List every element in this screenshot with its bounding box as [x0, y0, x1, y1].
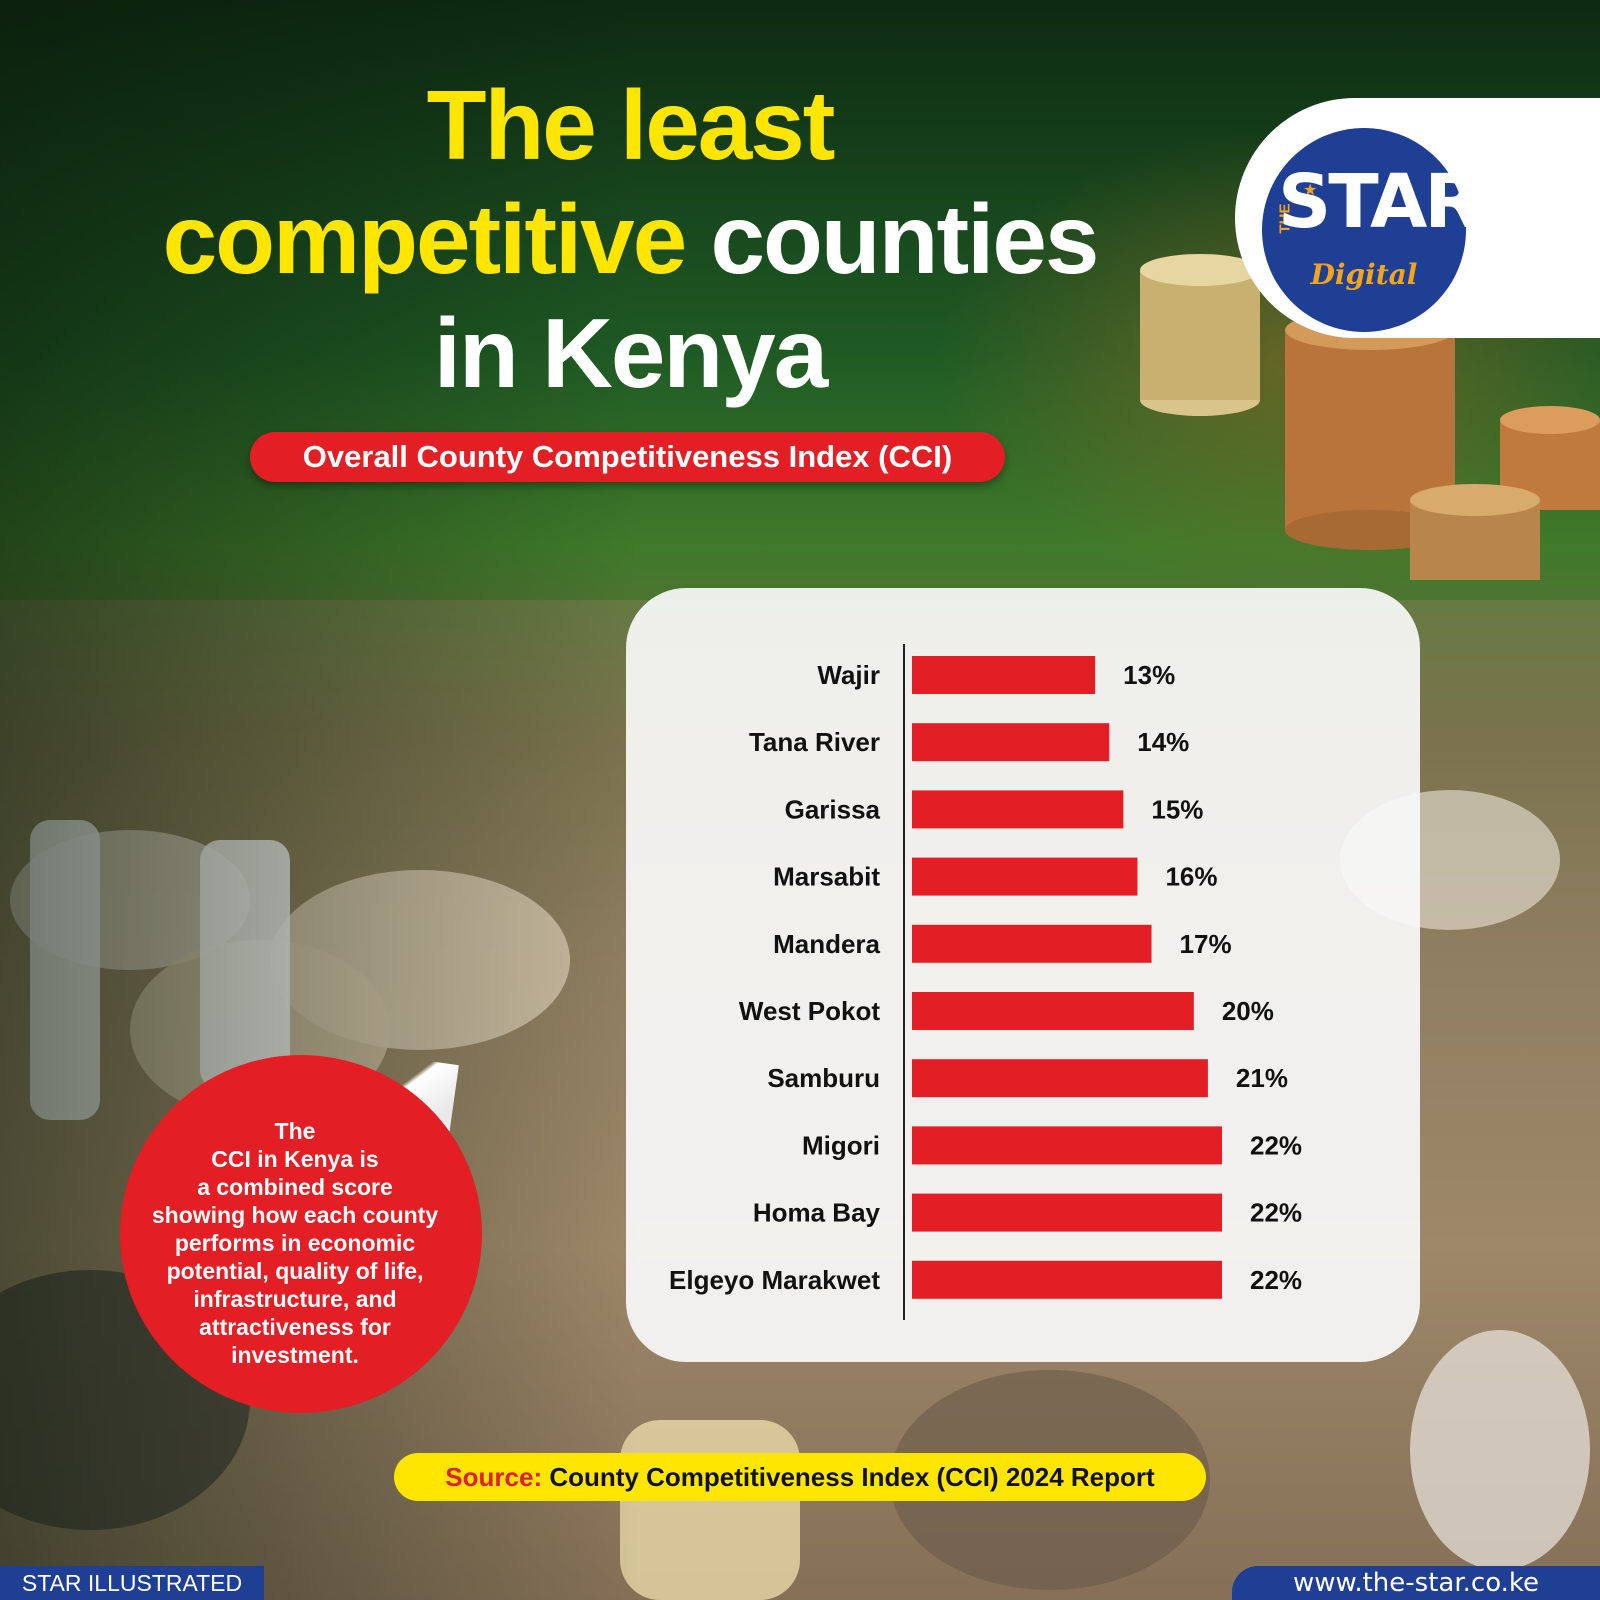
callout-line: CCI in Kenya is [211, 1146, 379, 1172]
callout-line: attractiveness for [199, 1314, 391, 1340]
bar [912, 1193, 1222, 1232]
star-icon: ★ [1303, 182, 1318, 199]
subtitle-badge: Overall County Competitiveness Index (CC… [250, 432, 1005, 482]
bar-chart: Wajir 13% Tana River 14% Garissa 15% Marsabit 1… [669, 644, 1302, 1320]
value-label: 13% [1123, 660, 1175, 690]
category-label: Mandera [773, 929, 880, 959]
bar [912, 1059, 1208, 1098]
source-text: County Competitiveness Index (CCI) 2024 … [549, 1462, 1155, 1492]
callout-line: infrastructure, and [193, 1286, 397, 1312]
category-label: Garissa [785, 794, 881, 824]
category-label: Migori [802, 1130, 880, 1160]
footer-website-link[interactable]: www.the-star.co.ke [1232, 1566, 1600, 1600]
value-label: 22% [1250, 1130, 1302, 1160]
info-callout [120, 1055, 482, 1413]
title-line-1: The least [426, 70, 836, 180]
value-label: 16% [1165, 862, 1217, 892]
value-label: 15% [1151, 794, 1203, 824]
logo-digital-text: Digital [1310, 258, 1418, 291]
value-label: 22% [1250, 1265, 1302, 1295]
bar [912, 790, 1124, 829]
category-label: Wajir [817, 660, 880, 690]
page-title: The least competitive counties in Kenya [110, 68, 1150, 410]
star-digital-logo [1262, 128, 1466, 332]
logo-star-text: STAR [1278, 159, 1481, 245]
info-callout-text: The CCI in Kenya is a combined score sho… [135, 1117, 455, 1369]
category-label: Samburu [767, 1063, 880, 1093]
source-badge: Source: County Competitiveness Index (CC… [394, 1453, 1206, 1501]
bar [912, 723, 1110, 762]
category-label: Marsabit [773, 862, 880, 892]
footer-credit: STAR ILLUSTRATED [0, 1566, 264, 1600]
title-line-2-rest: counties [710, 184, 1099, 294]
callout-line: investment. [231, 1342, 359, 1368]
callout-line: The [274, 1118, 316, 1144]
source-label: Source: [445, 1462, 543, 1492]
bar [912, 924, 1152, 963]
title-highlight-word: competitive [162, 184, 688, 294]
title-line-3: in Kenya [433, 298, 828, 408]
bar [912, 1126, 1222, 1165]
value-label: 14% [1137, 727, 1189, 757]
callout-line: showing how each county [151, 1202, 439, 1228]
value-label: 21% [1236, 1063, 1288, 1093]
bar [912, 992, 1194, 1030]
category-label: West Pokot [739, 996, 880, 1026]
bar [912, 857, 1138, 896]
value-label: 17% [1180, 929, 1232, 959]
coin-stacks-illustration [1140, 254, 1600, 580]
bar [912, 656, 1096, 694]
category-label: Elgeyo Marakwet [669, 1265, 880, 1295]
category-label: Tana River [749, 727, 880, 757]
callout-line: performs in economic [174, 1230, 416, 1256]
category-label: Homa Bay [753, 1198, 881, 1228]
callout-line: potential, quality of life, [166, 1258, 424, 1284]
bar [912, 1260, 1222, 1299]
chart-card: Wajir 13% Tana River 14% Garissa 15% Marsabit 1… [626, 588, 1420, 1362]
callout-line: a combined score [197, 1174, 393, 1200]
value-label: 22% [1250, 1198, 1302, 1228]
value-label: 20% [1222, 996, 1274, 1026]
